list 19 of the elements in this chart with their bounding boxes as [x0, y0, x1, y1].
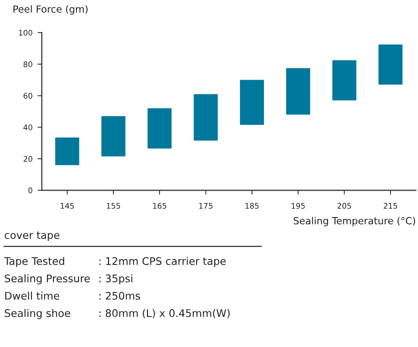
text: Dwell time	[5, 292, 60, 300]
text: Sealing Pressure	[4, 274, 90, 284]
text: : 80mm (L) x 0.45mm(W)	[99, 309, 230, 318]
text: : 12mm CPS carrier tape	[99, 256, 226, 268]
bar	[332, 60, 356, 100]
bar	[378, 44, 403, 85]
text: Tape Tested	[4, 256, 64, 268]
text: : 250ms	[99, 292, 140, 300]
y-axis-title: Peel Force (gm)	[13, 5, 88, 15]
text: Sealing shoe	[4, 308, 70, 320]
bar	[286, 68, 310, 115]
bar	[101, 116, 126, 156]
x-axis-title: Sealing Temperature (°C)	[294, 216, 416, 226]
text: cover tape	[4, 232, 60, 241]
bar	[240, 80, 264, 125]
bar	[148, 108, 172, 149]
bar	[55, 137, 80, 166]
bar	[194, 94, 218, 141]
text: : 35psi	[99, 274, 132, 284]
